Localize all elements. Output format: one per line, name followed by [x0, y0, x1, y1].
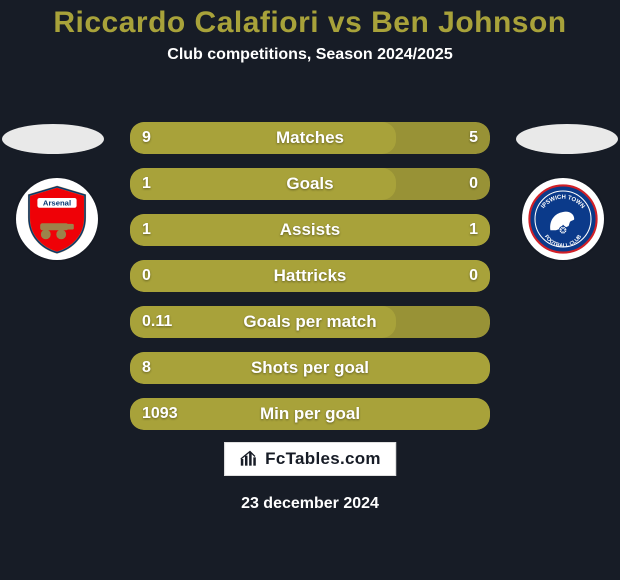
footer-date: 23 december 2024	[0, 495, 620, 513]
stat-row: 9Matches5	[130, 122, 490, 154]
svg-text:Arsenal: Arsenal	[43, 199, 71, 208]
stat-row: 1Goals0	[130, 168, 490, 200]
stat-value-right: 1	[457, 214, 490, 246]
stat-row: 0.11Goals per match	[130, 306, 490, 338]
arsenal-crest-icon: Arsenal	[22, 184, 92, 254]
stat-row: 8Shots per goal	[130, 352, 490, 384]
club-crest-right: IPSWICH TOWN FOOTBALL CLUB	[522, 178, 604, 260]
stat-label: Matches	[130, 122, 490, 154]
stat-label: Shots per goal	[130, 352, 490, 384]
club-crest-left: Arsenal	[16, 178, 98, 260]
stat-label: Goals	[130, 168, 490, 200]
page-title: Riccardo Calafiori vs Ben Johnson	[0, 0, 620, 40]
page-subtitle: Club competitions, Season 2024/2025	[0, 46, 620, 64]
comparison-card: Riccardo Calafiori vs Ben Johnson Club c…	[0, 0, 620, 580]
stat-label: Assists	[130, 214, 490, 246]
brand-label: FcTables.com	[265, 449, 381, 469]
player-placeholder-left	[2, 124, 104, 154]
stat-value-right: 5	[457, 122, 490, 154]
stats-bar-group: 9Matches51Goals01Assists10Hattricks00.11…	[130, 122, 490, 444]
stat-value-right: 0	[457, 260, 490, 292]
bars-chart-icon	[239, 449, 259, 469]
player-placeholder-right	[516, 124, 618, 154]
stat-value-right: 0	[457, 168, 490, 200]
ipswich-crest-icon: IPSWICH TOWN FOOTBALL CLUB	[528, 184, 598, 254]
stat-label: Goals per match	[130, 306, 490, 338]
stat-label: Min per goal	[130, 398, 490, 430]
stat-row: 1Assists1	[130, 214, 490, 246]
stat-row: 0Hattricks0	[130, 260, 490, 292]
brand-badge: FcTables.com	[224, 442, 396, 476]
stat-row: 1093Min per goal	[130, 398, 490, 430]
stat-label: Hattricks	[130, 260, 490, 292]
